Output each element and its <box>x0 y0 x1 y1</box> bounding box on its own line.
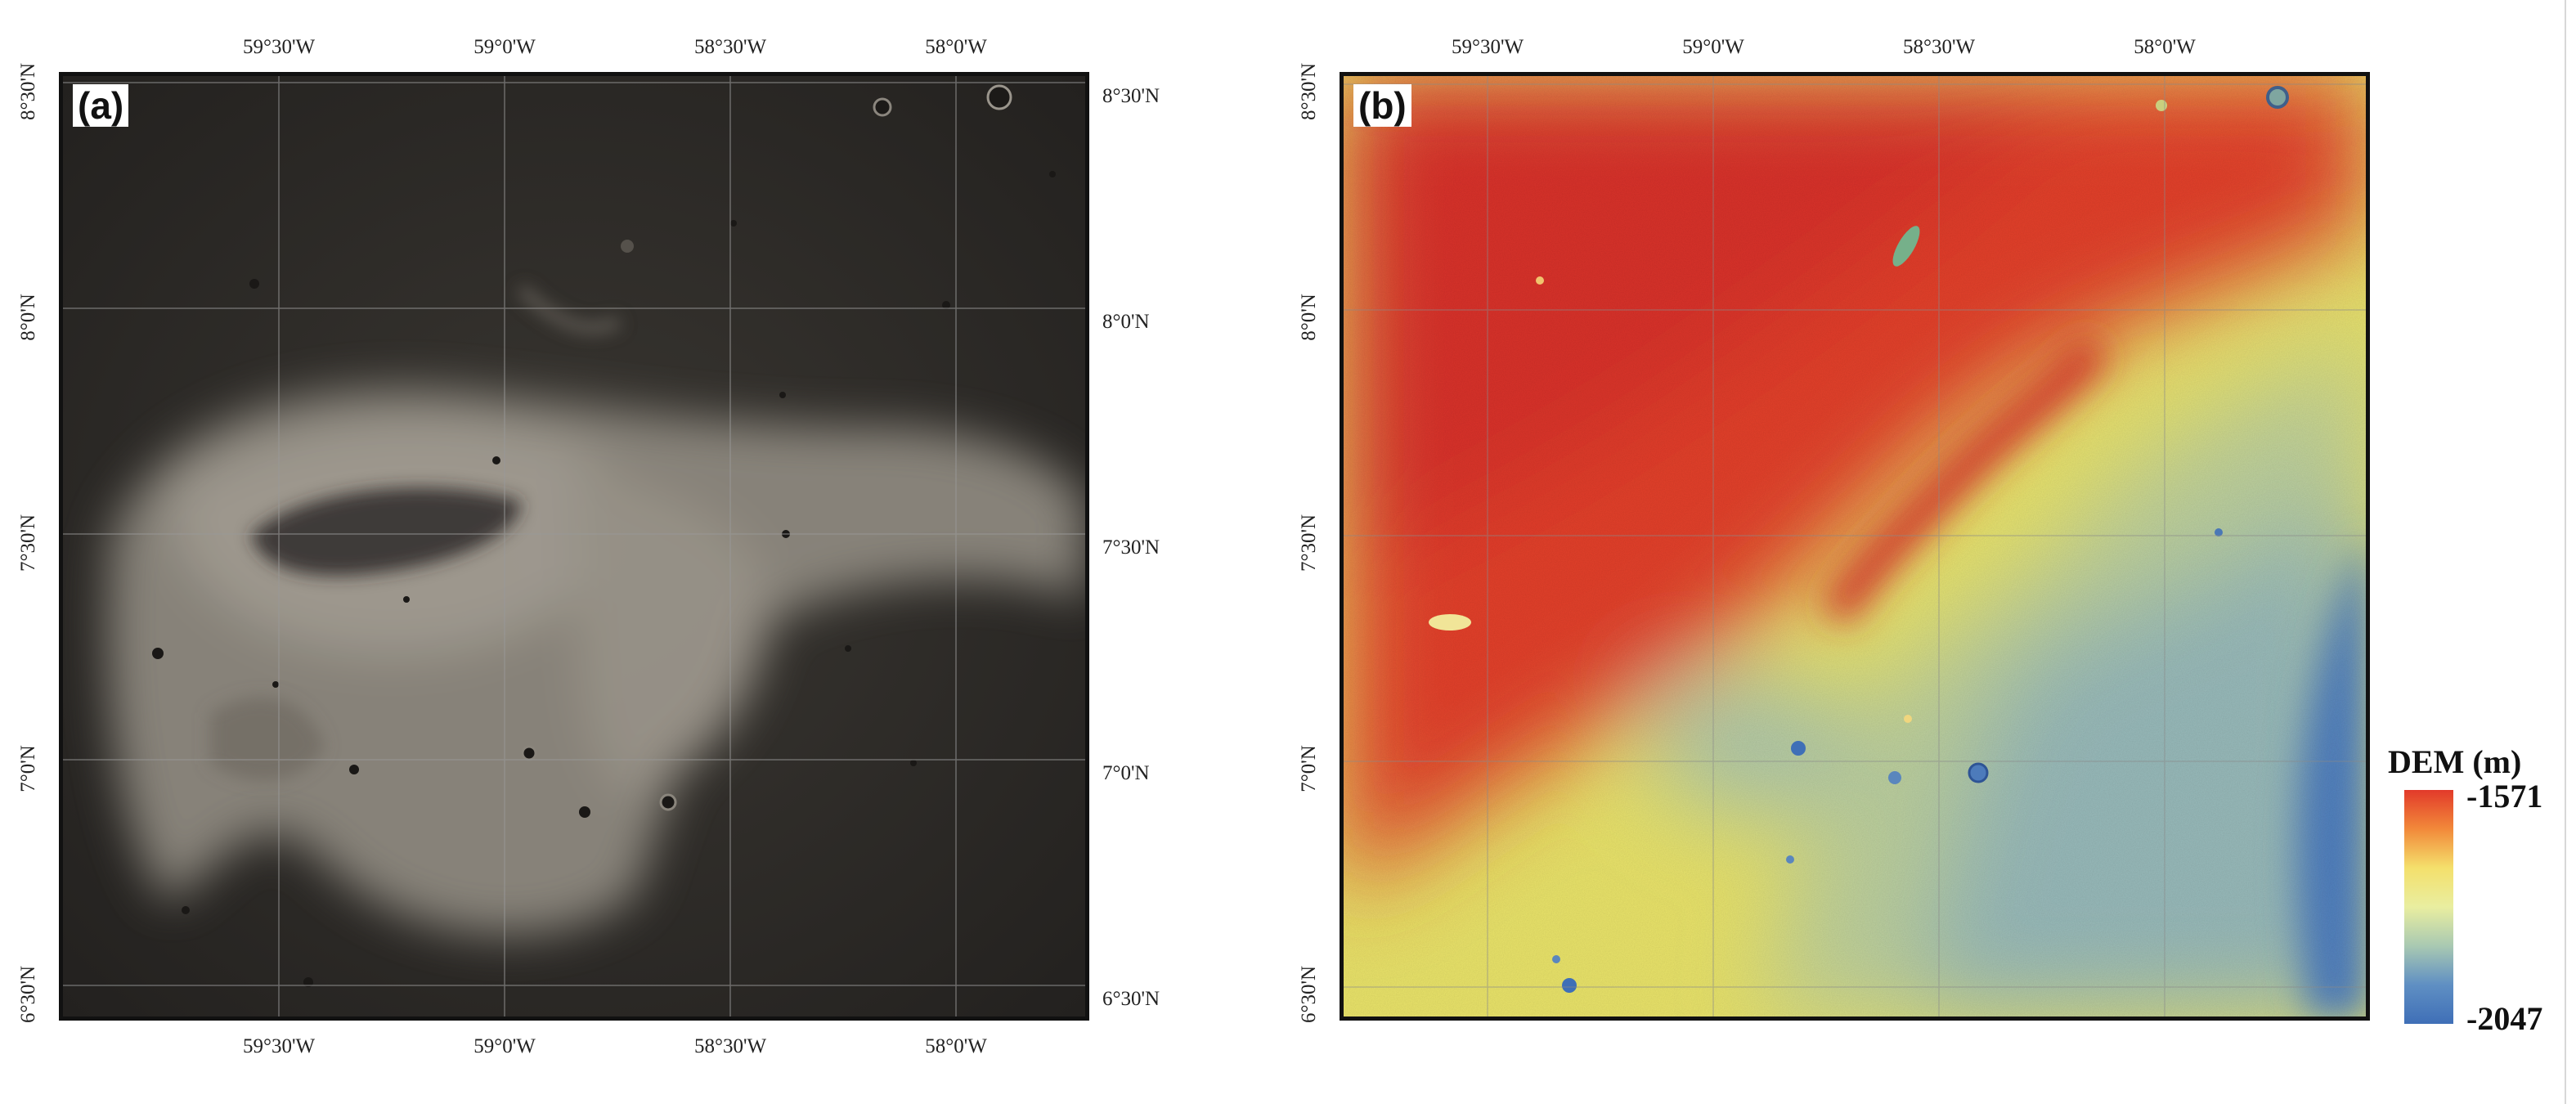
panel-a-lat-left-tick: 8°0'N <box>17 294 39 341</box>
panel-a-lon-bottom-tick: 59°30'W <box>242 1035 316 1057</box>
panel-b-dem: (b) <box>1340 72 2370 1021</box>
legend-min-value: -2047 <box>2466 1000 2543 1037</box>
panel-a-graticule <box>63 76 1085 1016</box>
panel-b-graticule <box>1344 76 2366 1016</box>
panel-a-lat-left-tick: 7°30'N <box>17 514 39 572</box>
panel-a-label: (a) <box>73 84 129 127</box>
panel-b-lon-top-tick: 59°30'W <box>1451 36 1524 58</box>
panel-a-lon-top-tick: 59°30'W <box>242 36 316 58</box>
panel-b-lat-left-tick: 7°0'N <box>1298 745 1320 792</box>
panel-a-lat-right-tick: 6°30'N <box>1102 988 1160 1010</box>
legend-title: DEM (m) <box>2388 743 2522 780</box>
panel-a-lon-bottom-tick: 59°0'W <box>473 1035 536 1057</box>
panel-b-label: (b) <box>1353 84 1411 127</box>
panel-b-terrain <box>1344 76 2366 1016</box>
panel-a-lat-left-tick: 8°30'N <box>17 62 39 121</box>
panel-a-lon-bottom-tick: 58°0'W <box>925 1035 987 1057</box>
panel-b-lat-left-tick: 8°0'N <box>1298 294 1320 341</box>
panel-a-lat-right-tick: 7°30'N <box>1102 536 1160 559</box>
legend-color-ramp <box>2404 790 2453 1024</box>
panel-b-lon-top-tick: 58°0'W <box>2134 36 2196 58</box>
panel-a-lat-right-tick: 8°30'N <box>1102 85 1160 107</box>
panel-a-terrain <box>63 76 1085 1016</box>
panel-a-craters <box>152 84 1056 987</box>
panel-b-lat-left-tick: 6°30'N <box>1298 965 1320 1024</box>
panel-a-lat-left-tick: 6°30'N <box>17 965 39 1024</box>
panel-b-lon-top-tick: 59°0'W <box>1682 36 1744 58</box>
panel-a-lat-right-tick: 8°0'N <box>1102 311 1150 333</box>
panel-a-lon-bottom-tick: 58°30'W <box>693 1035 767 1057</box>
panel-b-lat-left-tick: 8°30'N <box>1298 62 1320 121</box>
panel-a-lon-top-tick: 58°30'W <box>693 36 767 58</box>
legend-max-value: -1571 <box>2466 778 2543 815</box>
page-edge-rule <box>2565 0 2566 1104</box>
panel-b-lat-left-tick: 7°30'N <box>1298 514 1320 572</box>
panel-a-lat-left-tick: 7°0'N <box>17 745 39 792</box>
panel-b-lon-top-tick: 58°30'W <box>1902 36 1976 58</box>
panel-a-image: (a) <box>59 72 1089 1021</box>
panel-a-lon-top-tick: 59°0'W <box>473 36 536 58</box>
panel-a-lon-top-tick: 58°0'W <box>925 36 987 58</box>
panel-b-craters <box>1429 86 2289 993</box>
panel-a-lat-right-tick: 7°0'N <box>1102 762 1150 784</box>
